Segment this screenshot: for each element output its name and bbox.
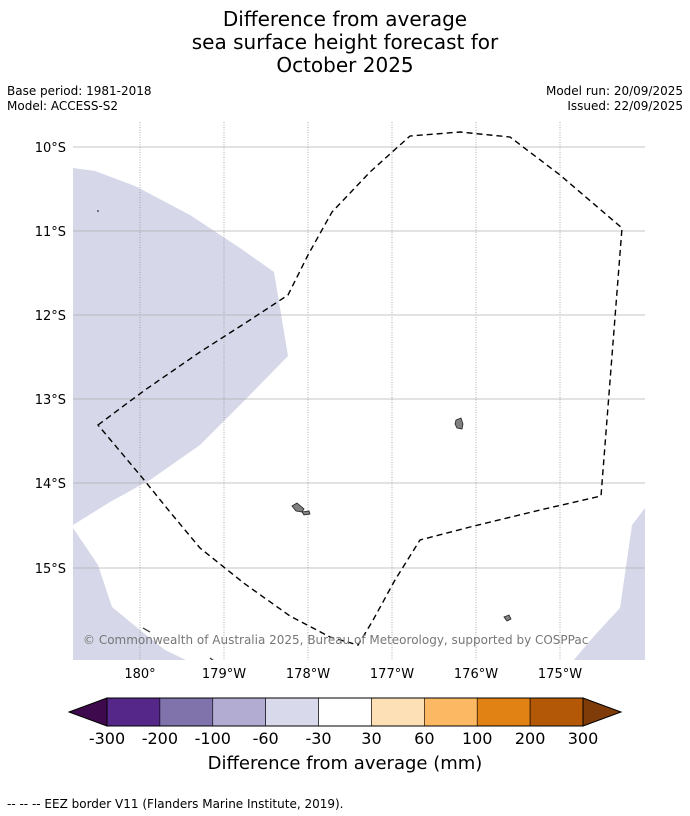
colorbar-segment [476,697,531,727]
anomaly-region-east [573,508,645,660]
colorbar-segment [159,697,214,727]
colorbar-segment [106,697,161,727]
title-line-2: sea surface height forecast for [191,30,499,54]
meta-left: Base period: 1981-2018 Model: ACCESS-S2 [7,84,152,114]
base-period: Base period: 1981-2018 [7,84,152,98]
longitude-gridlines [139,122,561,660]
lon-label: 177°W [370,667,414,682]
latitude-labels: 10°S 11°S 12°S 13°S 14°S 15°S [35,141,66,577]
colorbar-tick-label: 100 [461,729,493,748]
meta-right: Model run: 20/09/2025 Issued: 22/09/2025 [546,84,683,114]
island-niuatoputapu [503,614,512,622]
lon-label: 178°W [286,667,330,682]
colorbar-segment [212,697,266,727]
chart-title: Difference from average sea surface heig… [0,8,690,77]
lat-label: 15°S [35,562,66,577]
title-line-1: Difference from average [222,7,468,31]
colorbar-segment [529,697,584,727]
latitude-gridlines [73,146,645,569]
islet-coast-s [209,657,214,660]
model-name: Model: ACCESS-S2 [7,99,119,113]
anomaly-region-west [73,168,288,525]
colorbar-segments [106,697,584,727]
colorbar-under-extension [67,697,108,727]
colorbar-title: Difference from average (mm) [207,753,483,774]
lon-label: 179°W [202,667,246,682]
colorbar-tick-label: 300 [567,729,599,748]
colorbar-tick-label: -200 [141,729,179,748]
lon-label: 176°W [454,667,498,682]
islet-coast-sw [142,627,151,633]
colorbar-tick-label: 30 [361,729,382,748]
lat-label: 14°S [35,477,66,492]
colorbar-tick-label: 60 [414,729,435,748]
colorbar-segment [318,697,372,727]
lon-label: 175°W [538,667,582,682]
colorbar-over-extension [582,697,623,727]
lat-label: 10°S [35,141,66,156]
colorbar-segment [424,697,478,727]
islet-marker [97,210,99,212]
colorbar-segment [371,697,425,727]
colorbar-tick-label: -30 [305,729,332,748]
longitude-labels: 180° 179°W 178°W 177°W 176°W 175°W [124,667,582,682]
colorbar [67,697,623,727]
island-niuafoou [454,417,464,430]
colorbar-tick-label: 200 [514,729,546,748]
eez-border [96,131,623,646]
colorbar-outline [106,697,584,727]
issued-date: Issued: 22/09/2025 [567,99,683,113]
title-line-3: October 2025 [276,53,414,77]
copyright-notice: © Commonwealth of Australia 2025, Bureau… [83,633,589,647]
colorbar-tick-label: -300 [88,729,126,748]
anomaly-region-southwest [73,528,186,660]
colorbar-segment [265,697,319,727]
lon-label: 180° [124,667,155,682]
island-wallis-small [301,510,311,516]
colorbar-tick-label: -100 [194,729,231,748]
lat-label: 13°S [35,393,66,408]
island-wallis [291,502,305,513]
lat-label: 11°S [35,225,66,240]
colorbar-tick-label: -60 [252,729,279,748]
eez-legend: -- -- -- EEZ border V11 (Flanders Marine… [7,797,344,811]
lat-label: 12°S [35,309,66,324]
model-run: Model run: 20/09/2025 [545,84,683,98]
